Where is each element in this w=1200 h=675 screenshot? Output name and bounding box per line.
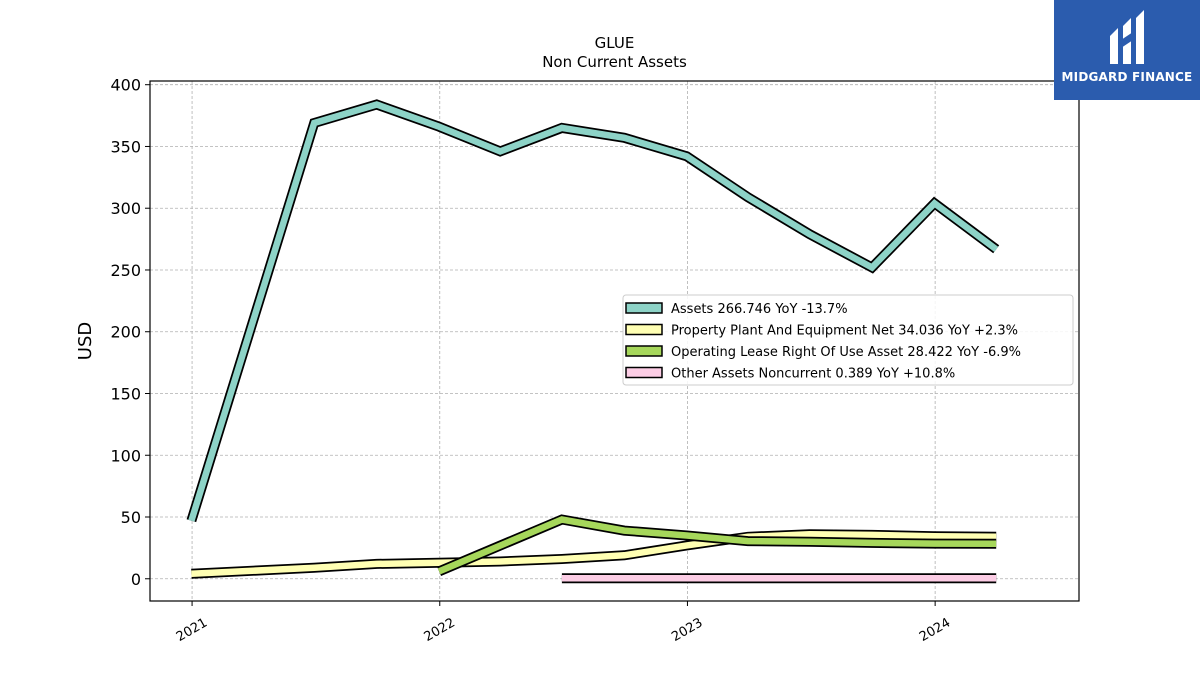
legend-label: Property Plant And Equipment Net 34.036 … bbox=[671, 324, 1018, 339]
legend-label: Assets 266.746 YoY -13.7% bbox=[671, 302, 848, 317]
series-2 bbox=[437, 514, 997, 577]
series-0 bbox=[186, 99, 1000, 523]
y-tick-label: 150 bbox=[110, 384, 141, 403]
series-line bbox=[188, 101, 999, 522]
y-tick-label: 0 bbox=[131, 570, 141, 589]
x-tick-label: 2023 bbox=[669, 615, 705, 645]
y-axis-label: USD bbox=[75, 322, 96, 360]
series-line bbox=[191, 531, 997, 578]
series-line bbox=[437, 516, 997, 575]
y-tick-label: 50 bbox=[121, 508, 141, 527]
chart-subtitle: Non Current Assets bbox=[542, 53, 687, 71]
plot-frame bbox=[149, 80, 1080, 602]
logo-mark-icon bbox=[1110, 10, 1144, 64]
y-tick-label: 350 bbox=[110, 137, 141, 156]
y-tick-label: 300 bbox=[110, 199, 141, 218]
logo-text: MIDGARD FINANCE bbox=[1061, 70, 1193, 84]
legend-swatch bbox=[625, 345, 663, 357]
x-tick-label: 2021 bbox=[174, 615, 210, 645]
y-tick-label: 100 bbox=[110, 446, 141, 465]
brand-logo: MIDGARD FINANCE bbox=[1054, 0, 1200, 100]
chart-title: GLUE bbox=[595, 34, 635, 52]
y-tick-label: 400 bbox=[110, 76, 141, 95]
series-1 bbox=[191, 529, 997, 579]
y-tick-label: 200 bbox=[110, 323, 141, 342]
legend: Assets 266.746 YoY -13.7% Property Plant … bbox=[622, 294, 1074, 386]
x-tick-label: 2022 bbox=[422, 615, 458, 645]
legend-swatch bbox=[625, 366, 663, 379]
series-layer bbox=[186, 99, 1000, 584]
legend-swatch bbox=[625, 302, 663, 314]
legend-box bbox=[622, 294, 1074, 386]
legend-swatch bbox=[625, 323, 663, 336]
legend-label: Other Assets Noncurrent 0.389 YoY +10.8% bbox=[671, 367, 955, 382]
legend-label: Operating Lease Right Of Use Asset 28.42… bbox=[671, 345, 1021, 360]
y-tick-label: 250 bbox=[110, 261, 141, 280]
x-tick-label: 2024 bbox=[917, 615, 953, 645]
